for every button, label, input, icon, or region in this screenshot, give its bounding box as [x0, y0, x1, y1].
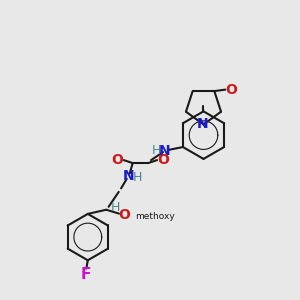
Text: O: O	[158, 153, 170, 167]
Text: N: N	[122, 169, 134, 184]
Text: F: F	[81, 267, 92, 282]
Text: H: H	[132, 171, 142, 184]
Text: O: O	[226, 82, 238, 97]
Text: H: H	[152, 144, 161, 157]
Text: N: N	[197, 117, 209, 131]
Text: methoxy: methoxy	[135, 212, 175, 221]
Text: O: O	[111, 153, 123, 167]
Text: O: O	[118, 208, 130, 222]
Text: N: N	[159, 144, 170, 158]
Text: H: H	[111, 201, 120, 214]
